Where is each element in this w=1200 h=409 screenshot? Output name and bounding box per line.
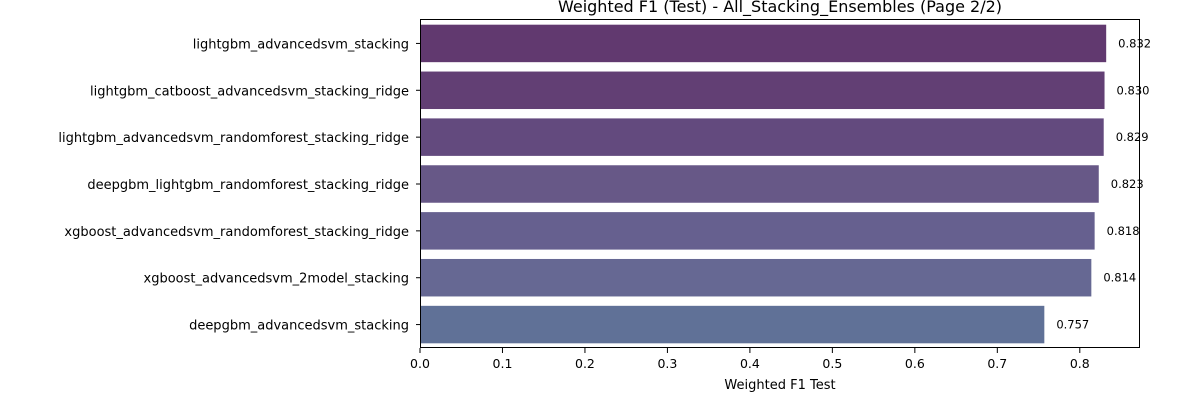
x-tick-label: 0.2 xyxy=(575,356,595,371)
category-label: deepgbm_advancedsvm_stacking xyxy=(189,319,409,334)
category-label: lightgbm_catboost_advancedsvm_stacking_r… xyxy=(90,84,409,99)
x-tick-label: 0.0 xyxy=(410,356,430,371)
value-label: 0.829 xyxy=(1116,130,1149,144)
value-label: 0.814 xyxy=(1103,271,1136,285)
value-labels: 0.832 0.830 0.829 0.823 0.818 0.814 0.757 xyxy=(1056,36,1151,331)
bar-deepgbm_advancedsvm_stacking xyxy=(420,305,1045,344)
value-label: 0.830 xyxy=(1117,83,1150,97)
value-label: 0.823 xyxy=(1111,177,1144,191)
category-labels: lightgbm_advancedsvm_stacking lightgbm_ca… xyxy=(58,37,420,334)
category-label: xgboost_advancedsvm_randomforest_stackin… xyxy=(64,225,409,240)
value-label: 0.832 xyxy=(1118,36,1151,50)
bar-deepgbm_lightgbm_randomforest_stacking_ridge xyxy=(420,165,1099,203)
bar-lightgbm_advancedsvm_stacking xyxy=(420,24,1107,63)
chart-title: Weighted F1 (Test) - All_Stacking_Ensemb… xyxy=(558,0,1002,17)
category-label: deepgbm_lightgbm_randomforest_stacking_r… xyxy=(87,178,409,193)
bar-lightgbm_catboost_advancedsvm_stacking_ridge xyxy=(420,71,1105,110)
x-tick-label: 0.5 xyxy=(822,356,842,371)
bars-group xyxy=(420,24,1107,344)
category-label: lightgbm_advancedsvm_randomforest_stacki… xyxy=(58,131,409,146)
x-tick-label: 0.7 xyxy=(987,356,1007,371)
x-tick-label: 0.3 xyxy=(657,356,677,371)
x-tick-label: 0.1 xyxy=(493,356,513,371)
bar-lightgbm_advancedsvm_randomforest_stacking_ridge xyxy=(420,118,1104,156)
category-label: lightgbm_advancedsvm_stacking xyxy=(193,37,409,52)
bar-xgboost_advancedsvm_2model_stacking xyxy=(420,258,1092,297)
plot-frame xyxy=(420,19,1140,348)
x-axis-ticks: 0.0 0.1 0.2 0.3 0.4 0.5 0.6 0.7 0.8 xyxy=(410,348,1090,371)
x-axis-label: Weighted F1 Test xyxy=(724,378,835,393)
x-tick-label: 0.6 xyxy=(905,356,925,371)
value-label: 0.818 xyxy=(1107,224,1140,238)
category-label: xgboost_advancedsvm_2model_stacking xyxy=(144,272,409,287)
x-tick-label: 0.8 xyxy=(1070,356,1090,371)
value-label: 0.757 xyxy=(1056,318,1089,332)
x-tick-label: 0.4 xyxy=(740,356,760,371)
bar-xgboost_advancedsvm_randomforest_stacking_ridge xyxy=(420,212,1095,250)
